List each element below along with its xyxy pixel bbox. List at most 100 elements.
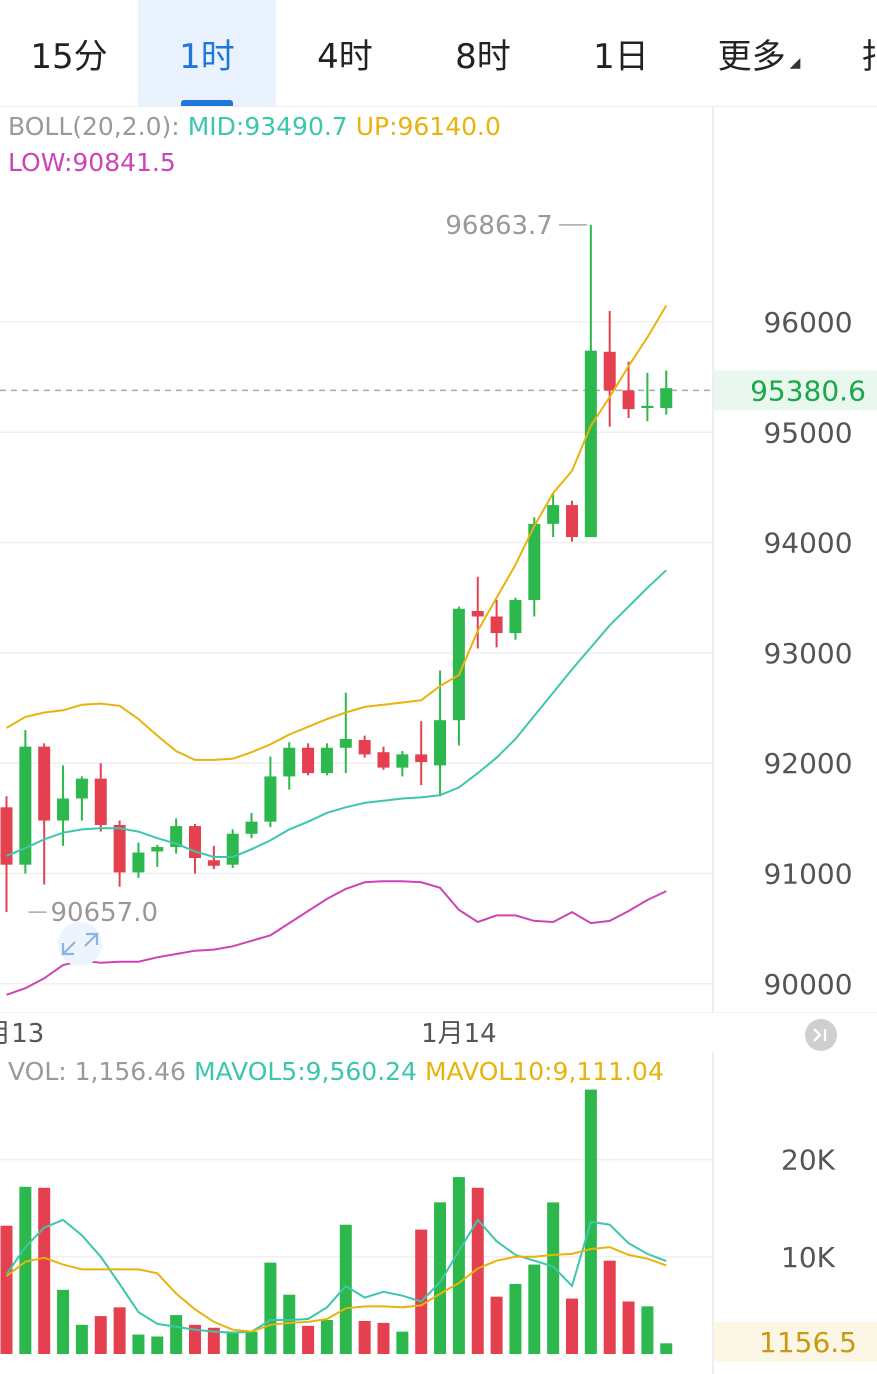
price-tick-label: 92000 xyxy=(763,747,852,780)
tab-label: 指 xyxy=(862,29,877,78)
boll-low: LOW:90841.5 xyxy=(8,148,176,177)
tab-more[interactable]: 更多 ◢ xyxy=(690,0,828,106)
volume-bar xyxy=(189,1324,201,1354)
volume-bar xyxy=(415,1229,428,1354)
candle-body xyxy=(302,747,315,774)
candle-body xyxy=(113,824,126,873)
volume-bar xyxy=(339,1224,352,1354)
candle-body xyxy=(358,740,371,755)
tab-15m[interactable]: 15分 xyxy=(0,0,138,106)
candle-body xyxy=(38,746,51,821)
current-price-tag xyxy=(714,370,877,411)
candle-body xyxy=(0,807,13,865)
price-tick-label: 94000 xyxy=(763,527,852,560)
boll-mid: MID:93490.7 xyxy=(187,112,348,141)
volume-bar xyxy=(75,1324,88,1354)
tab-label: 更多 xyxy=(717,36,786,77)
candle-body xyxy=(94,778,107,825)
current-volume-tag xyxy=(714,1322,877,1362)
volume-tick-label: 20K xyxy=(781,1144,836,1177)
candle-body xyxy=(132,852,145,873)
tab-label: 4时 xyxy=(317,36,373,77)
expand-arrows-icon[interactable] xyxy=(61,932,99,956)
tab-label: 1日 xyxy=(593,36,649,77)
boll-legend: BOLL(20,2.0): MID:93490.7 UP:96140.0 xyxy=(8,112,509,141)
tab-1d[interactable]: 1日 xyxy=(552,0,690,106)
candle-body xyxy=(226,833,239,865)
volume-bar xyxy=(170,1315,183,1354)
candle-body xyxy=(584,350,597,538)
candle-body xyxy=(660,388,673,409)
volume-bar xyxy=(283,1294,296,1354)
volume-bar xyxy=(151,1336,164,1354)
scroll-to-latest-glyph xyxy=(813,1028,827,1042)
candle-body xyxy=(528,523,541,600)
volume-bar xyxy=(471,1187,484,1354)
candle-body xyxy=(283,747,296,777)
candle-body xyxy=(320,747,333,774)
mavol10-value: MAVOL10:9,111.04 xyxy=(424,1057,664,1086)
volume-bar xyxy=(434,1202,447,1354)
volume-legend: VOL: 1,156.46 MAVOL5:9,560.24 MAVOL10:9,11… xyxy=(8,1057,672,1086)
volume-bar xyxy=(490,1296,503,1354)
candle-body xyxy=(264,776,277,822)
boll-mid-line xyxy=(6,569,667,858)
vol-value: VOL: 1,156.46 xyxy=(8,1057,186,1086)
candle-body xyxy=(547,505,560,524)
low-price-label: 90657.0 xyxy=(51,898,159,928)
current-price-label: 95380.6 xyxy=(750,374,866,407)
volume-chart[interactable]: 20K 10K 1156.5 xyxy=(0,1052,877,1374)
boll-legend-low: LOW:90841.5 xyxy=(8,148,184,177)
volume-bar xyxy=(264,1262,277,1354)
volume-bar xyxy=(207,1327,220,1354)
candle-body xyxy=(339,738,352,748)
boll-up: UP:96140.0 xyxy=(355,112,501,141)
volume-bar xyxy=(622,1301,635,1354)
candle-body xyxy=(509,599,522,634)
tab-4h[interactable]: 4时 xyxy=(276,0,414,106)
volume-bar xyxy=(320,1319,333,1354)
boll-upper-line xyxy=(5,304,668,761)
price-tick-label: 90000 xyxy=(763,968,852,1001)
candle-body xyxy=(19,746,32,865)
volume-bar xyxy=(57,1289,70,1354)
volume-bar xyxy=(566,1298,578,1354)
high-price-label: 96863.7 xyxy=(445,211,553,241)
x-tick-label: 1月13 xyxy=(0,1019,44,1049)
volume-bar xyxy=(377,1322,390,1354)
tab-8h[interactable]: 8时 xyxy=(414,0,552,106)
boll-name: BOLL(20,2.0): xyxy=(8,112,180,141)
expand-icon-bg[interactable] xyxy=(58,922,102,966)
candle-body xyxy=(490,616,503,634)
volume-bar xyxy=(547,1202,560,1354)
candle-body xyxy=(566,505,578,538)
candle-body xyxy=(641,405,654,409)
volume-tick-label: 10K xyxy=(781,1241,836,1274)
volume-bar xyxy=(660,1343,673,1354)
candle-body xyxy=(207,860,220,866)
candle-body xyxy=(603,351,616,391)
x-tick-label: 1月14 xyxy=(421,1019,497,1049)
candle-body xyxy=(452,608,465,721)
candle-body xyxy=(245,821,258,834)
tab-indicators[interactable]: 指 xyxy=(862,0,877,106)
mavol10-line xyxy=(5,1246,667,1333)
volume-bar xyxy=(132,1334,145,1354)
volume-bar xyxy=(641,1306,654,1354)
active-tab-indicator xyxy=(181,100,233,106)
tab-1h[interactable]: 1时 xyxy=(138,0,276,106)
volume-bar xyxy=(603,1260,616,1354)
volume-bar xyxy=(19,1186,32,1354)
candle-body xyxy=(57,798,70,821)
candle-body xyxy=(396,754,409,768)
volume-bar xyxy=(94,1316,107,1354)
volume-bar xyxy=(528,1264,541,1354)
tab-label: 15分 xyxy=(30,36,108,77)
mavol5-value: MAVOL5:9,560.24 xyxy=(193,1057,417,1086)
dropdown-triangle-icon: ◢ xyxy=(789,55,801,71)
price-chart[interactable]: 96000 95000 94000 93000 92000 91000 90000 95380… xyxy=(0,106,877,1012)
candle-body xyxy=(622,390,635,410)
volume-bar xyxy=(38,1187,51,1354)
boll-lower-line xyxy=(6,880,667,996)
volume-bar xyxy=(452,1177,465,1354)
